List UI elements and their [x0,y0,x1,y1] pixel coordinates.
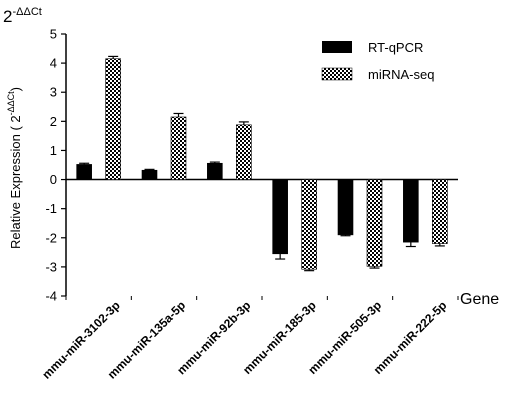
y-tick-label: -2 [45,230,57,245]
bar-rt-qpcr-1 [141,169,158,180]
bar-mirna-seq-4 [366,179,383,267]
bar-rt-qpcr-3 [272,179,288,255]
y-tick-label: 5 [50,27,57,42]
y-tick-label: 3 [50,85,57,100]
y-tick-label: -3 [45,259,57,274]
y-tick-label: 4 [50,56,57,71]
y-tick-label: 0 [50,172,57,187]
bar-rt-qpcr-5 [403,179,419,243]
bar-rt-qpcr-2 [207,162,223,180]
y-tick-label: -1 [45,201,57,216]
legend-label-rt-qpcr: RT-qPCR [368,40,423,55]
bar-mirna-seq-3 [301,179,317,270]
legend: RT-qPCR miRNA-seq [321,40,434,82]
x-tick-labels: mmu-miR-3102-3pmmu-miR-135a-5pmmu-miR-92… [39,298,449,381]
bars [76,55,448,272]
x-tick-label: mmu-miR-222-5p [371,298,450,377]
bar-rt-qpcr-4 [337,179,354,236]
y-tick-label: -4 [45,289,57,304]
bar-mirna-seq-0 [105,58,121,180]
legend-swatch-rt-qpcr [322,41,352,53]
y-tick-label: 1 [50,143,57,158]
y-tick-label: 2 [50,114,57,129]
y-axis-label: Relative Expression ( 2-ΔΔCt) [6,87,23,249]
bar-mirna-seq-5 [432,179,448,244]
x-axis-label: Gene [460,291,499,308]
bar-mirna-seq-1 [170,116,187,180]
bar-mirna-seq-2 [236,124,252,180]
bar-rt-qpcr-0 [76,164,92,180]
chart-title: 2-ΔΔCt [3,6,42,26]
axes: 5 4 3 2 1 0 -1 -2 -3 -4 [45,27,459,304]
legend-swatch-mirna-seq [321,67,353,81]
legend-label-mirna-seq: miRNA-seq [368,67,434,82]
